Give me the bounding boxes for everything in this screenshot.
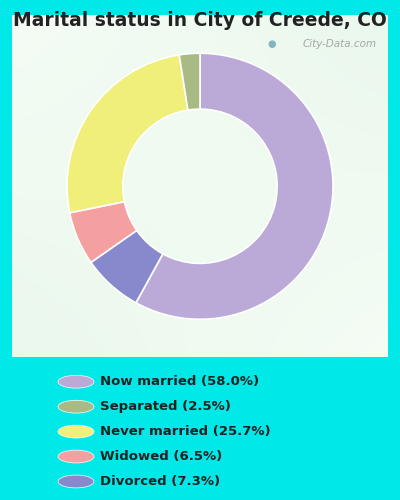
Text: ●: ● bbox=[268, 39, 276, 49]
Text: Now married (58.0%): Now married (58.0%) bbox=[100, 375, 259, 388]
Circle shape bbox=[58, 376, 94, 388]
Text: Marital status in City of Creede, CO: Marital status in City of Creede, CO bbox=[13, 11, 387, 30]
Wedge shape bbox=[70, 202, 137, 262]
Text: Never married (25.7%): Never married (25.7%) bbox=[100, 425, 271, 438]
Wedge shape bbox=[136, 53, 333, 319]
Text: Widowed (6.5%): Widowed (6.5%) bbox=[100, 450, 222, 463]
Circle shape bbox=[58, 450, 94, 463]
Wedge shape bbox=[179, 53, 200, 110]
Text: Separated (2.5%): Separated (2.5%) bbox=[100, 400, 231, 413]
Text: Divorced (7.3%): Divorced (7.3%) bbox=[100, 475, 220, 488]
Text: City-Data.com: City-Data.com bbox=[302, 39, 377, 49]
Circle shape bbox=[58, 400, 94, 413]
Circle shape bbox=[58, 425, 94, 438]
Wedge shape bbox=[67, 55, 188, 213]
Wedge shape bbox=[91, 230, 163, 303]
Circle shape bbox=[58, 475, 94, 488]
